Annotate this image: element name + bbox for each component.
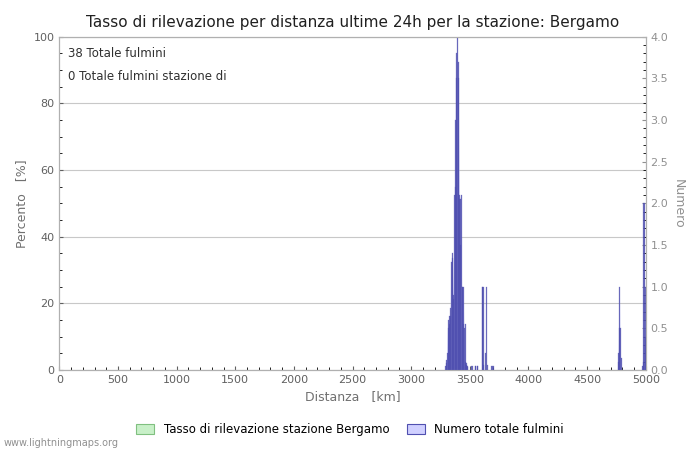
Y-axis label: Numero: Numero xyxy=(672,179,685,228)
Text: www.lightningmaps.org: www.lightningmaps.org xyxy=(4,438,118,448)
Legend: Tasso di rilevazione stazione Bergamo, Numero totale fulmini: Tasso di rilevazione stazione Bergamo, N… xyxy=(133,419,567,440)
Text: 38 Totale fulmini: 38 Totale fulmini xyxy=(68,47,166,60)
X-axis label: Distanza   [km]: Distanza [km] xyxy=(304,391,400,404)
Text: 0 Totale fulmini stazione di: 0 Totale fulmini stazione di xyxy=(68,70,227,83)
Title: Tasso di rilevazione per distanza ultime 24h per la stazione: Bergamo: Tasso di rilevazione per distanza ultime… xyxy=(86,15,620,30)
Y-axis label: Percento   [%]: Percento [%] xyxy=(15,159,28,248)
